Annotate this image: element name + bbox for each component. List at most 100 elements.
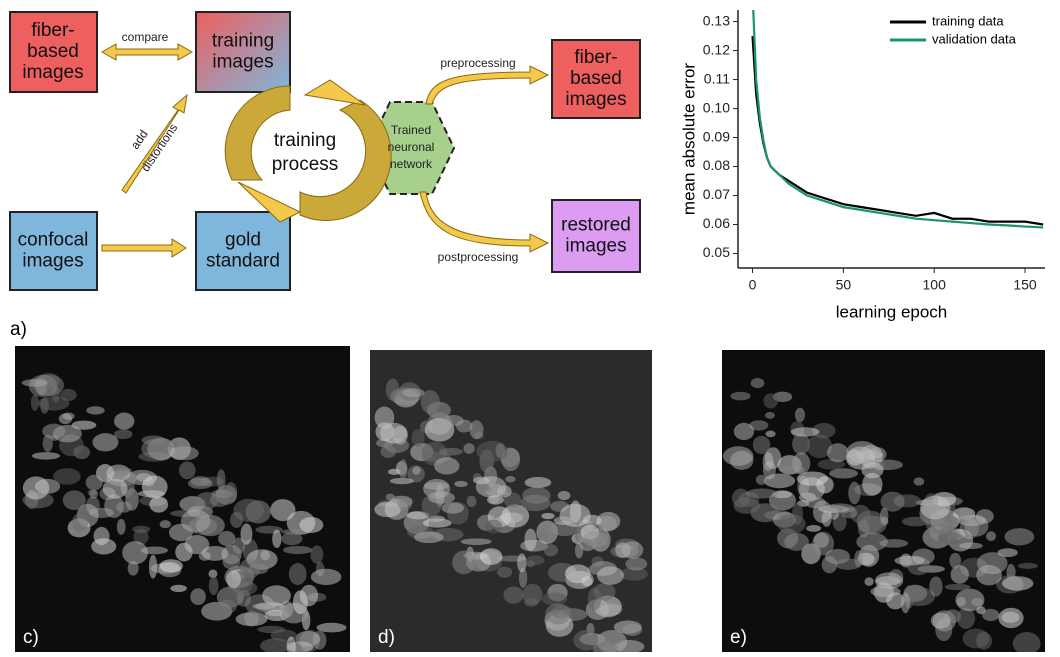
- cell-blob: [427, 515, 445, 522]
- cell-blob: [982, 609, 999, 621]
- cell-blob: [764, 474, 795, 489]
- cell-blob: [958, 507, 973, 524]
- label-line: fiber-: [574, 47, 617, 68]
- cell-blob: [487, 495, 504, 504]
- cell-blob: [397, 498, 412, 510]
- cell-blob: [115, 468, 132, 474]
- cell-blob: [414, 532, 444, 543]
- cell-blob: [240, 523, 252, 544]
- chart: 0.050.060.070.080.090.100.110.120.130501…: [679, 0, 1045, 321]
- cell-blob: [217, 600, 237, 614]
- figure: { "diagram": { "panel_label": "a)", "box…: [0, 0, 1060, 652]
- cell-blob: [116, 501, 132, 512]
- cell-blob: [622, 541, 643, 558]
- label-line: images: [22, 251, 83, 272]
- cell-blob: [23, 476, 49, 499]
- cell-blob: [763, 393, 778, 408]
- cell-blob: [597, 566, 624, 584]
- panel-label: e): [730, 627, 747, 648]
- legend-label: training data: [932, 13, 1004, 28]
- cell-blob: [503, 586, 523, 603]
- cell-blob: [132, 526, 150, 533]
- cell-blob: [412, 466, 420, 474]
- cell-blob: [517, 554, 527, 573]
- cell-blob: [209, 576, 219, 595]
- cell-blob: [38, 396, 70, 411]
- cell-blob: [542, 592, 568, 605]
- cell-blob: [218, 531, 235, 546]
- label-line: based: [27, 41, 79, 62]
- cell-blob: [117, 519, 126, 535]
- cell-blob: [59, 413, 72, 424]
- label-line: process: [272, 154, 339, 175]
- cell-blob: [463, 443, 474, 454]
- cell-blob: [545, 604, 571, 625]
- diagram-labels: fiber-basedimagestrainingimagesconfocali…: [18, 20, 631, 272]
- cell-blob: [454, 481, 468, 487]
- arrow-label: preprocessing: [440, 56, 515, 70]
- label-line: network: [390, 157, 433, 171]
- arrow: [420, 192, 548, 252]
- label-line: confocal: [18, 230, 89, 251]
- cell-blob: [428, 491, 455, 503]
- cell-blob: [470, 420, 484, 439]
- cell-blob: [270, 499, 295, 521]
- cell-blob: [791, 427, 820, 436]
- cell-blob: [777, 514, 805, 534]
- cell-blob: [929, 576, 942, 596]
- cell-blob: [864, 577, 873, 586]
- cell-blob: [497, 566, 512, 577]
- cell-blob: [32, 452, 60, 460]
- label-line: neuronal: [388, 140, 435, 154]
- cell-blob: [955, 589, 984, 612]
- cell-blob: [461, 538, 492, 545]
- label-line: gold: [225, 230, 261, 251]
- y-tick-label: 0.06: [703, 215, 730, 231]
- y-tick-label: 0.05: [703, 244, 730, 260]
- cell-blob: [114, 429, 132, 439]
- label-line: training: [274, 130, 336, 151]
- cell-blob: [998, 608, 1023, 628]
- y-tick-label: 0.12: [703, 41, 730, 57]
- label-line: standard: [206, 251, 280, 272]
- y-tick-label: 0.13: [703, 12, 730, 28]
- cell-blob: [91, 538, 116, 554]
- cell-blob: [217, 469, 226, 490]
- data-line: [753, 36, 1044, 224]
- cell-blob: [386, 494, 395, 501]
- cell-blob: [202, 546, 229, 561]
- cell-blob: [986, 531, 996, 541]
- cell-blob: [565, 564, 591, 583]
- cell-blob: [142, 436, 166, 445]
- cell-blob: [293, 590, 308, 614]
- y-axis-label: mean absolute error: [679, 63, 698, 215]
- x-tick-label: 0: [749, 277, 757, 293]
- cell-blob: [822, 510, 832, 527]
- cell-blob: [914, 477, 925, 485]
- cell-blob: [523, 584, 543, 605]
- cell-blob: [160, 520, 171, 528]
- cell-blob: [485, 520, 502, 534]
- cell-blob: [138, 490, 166, 497]
- cell-blob: [226, 570, 241, 588]
- cell-blob: [196, 515, 225, 536]
- cell-blob: [225, 482, 237, 503]
- y-tick-label: 0.10: [703, 99, 730, 115]
- cell-blob: [22, 379, 48, 387]
- cell-blob: [42, 424, 65, 439]
- cell-blob: [746, 489, 778, 499]
- cell-blob: [846, 447, 876, 470]
- cell-blob: [1002, 576, 1033, 590]
- cell-blob: [751, 378, 765, 388]
- x-tick-label: 100: [923, 277, 947, 293]
- cell-blob: [86, 406, 104, 414]
- label-line: based: [570, 68, 622, 89]
- legend-label: validation data: [932, 31, 1017, 46]
- cell-blob: [86, 475, 103, 491]
- cell-blob: [895, 556, 925, 566]
- cell-blob: [902, 517, 929, 527]
- cell-blob: [558, 491, 571, 500]
- panel-label: a): [10, 319, 27, 340]
- cell-blob: [473, 477, 490, 485]
- cell-blob: [733, 498, 760, 514]
